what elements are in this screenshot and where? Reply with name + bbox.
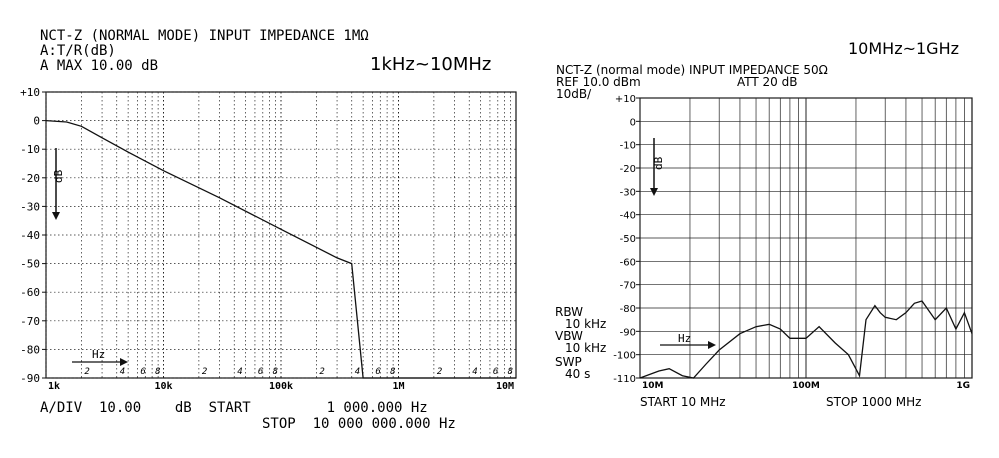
left-y-arrow-label: dB xyxy=(52,169,65,183)
right-y-arrow-head-icon xyxy=(650,188,658,196)
right-y-tick-label: -40 xyxy=(620,211,636,222)
right-series-trace xyxy=(639,300,973,379)
left-x-minor-tick-label: 4 xyxy=(120,367,125,377)
right-y-tick-label: -30 xyxy=(620,187,636,198)
left-y-tick-label: -40 xyxy=(20,229,40,242)
right-vbw-label: VBW xyxy=(555,329,583,343)
left-y-tick-label: -50 xyxy=(20,258,40,271)
right-x-tick-label: 1G xyxy=(956,381,970,391)
right-header-scale: 10dB/ xyxy=(556,87,592,101)
left-x-tick-label: 1k xyxy=(48,381,60,392)
left-x-minor-tick-label: 8 xyxy=(155,367,160,377)
right-x-arrow-head-icon xyxy=(708,341,716,349)
right-footer-stop: STOP 1000 MHz xyxy=(826,395,921,409)
right-y-tick-label: -10 xyxy=(620,141,636,152)
left-y-tick-label: -60 xyxy=(20,286,40,299)
right-y-tick-label: -60 xyxy=(620,257,636,268)
left-x-arrow-label: Hz xyxy=(92,348,105,361)
left-range-label: 1kHz~10MHz xyxy=(370,54,491,75)
right-y-tick-label: -100 xyxy=(613,351,636,362)
left-x-minor-tick-label: 4 xyxy=(237,367,242,377)
right-y-tick-label: 0 xyxy=(630,117,636,128)
left-y-tick-label: -30 xyxy=(20,200,40,213)
left-y-tick-label: -80 xyxy=(20,343,40,356)
right-x-tick-label: 10M xyxy=(642,381,664,391)
left-y-tick-label: -10 xyxy=(20,143,40,156)
left-x-tick-label: 1M xyxy=(392,381,404,392)
right-x-tick-label: 100M xyxy=(792,381,820,391)
right-header-ref: REF 10.0 dBm xyxy=(556,75,641,89)
left-x-minor-tick-label: 4 xyxy=(472,367,477,377)
left-x-minor-tick-label: 8 xyxy=(273,367,278,377)
left-series-trace xyxy=(45,119,516,379)
left-y-tick-labels: +10 0 -10 -20 -30 -40 -50 -60 -70 -80 -90 xyxy=(20,86,46,385)
left-x-tick-label: 10M xyxy=(496,381,514,392)
right-range-label: 10MHz~1GHz xyxy=(848,39,959,58)
left-y-tick-label: 0 xyxy=(33,115,40,128)
right-header-line1: NCT-Z (normal mode) INPUT IMPEDANCE 50Ω xyxy=(556,63,828,77)
left-y-arrow-head-icon xyxy=(52,212,60,220)
right-y-tick-labels: +10 0 -10 -20 -30 -40 -50 -60 -70 -80 -90 -100 -110 xyxy=(613,94,640,385)
left-footer-line1: A/DIV 10.00 dB START 1 000.000 Hz xyxy=(40,400,428,416)
right-header-att: ATT 20 dB xyxy=(737,75,797,89)
left-x-minor-tick-label: 2 xyxy=(437,367,442,377)
right-y-tick-label: +10 xyxy=(615,94,636,105)
right-y-tick-label: -110 xyxy=(613,374,636,385)
right-y-tick-label: -70 xyxy=(620,281,636,292)
right-footer-start: START 10 MHz xyxy=(640,395,726,409)
left-header-line1: NCT-Z (NORMAL MODE) INPUT IMPEDANCE 1MΩ xyxy=(40,28,369,44)
right-x-arrow-label: Hz xyxy=(678,332,691,345)
right-swp-value: 40 s xyxy=(565,367,590,381)
left-x-minor-tick-label: 6 xyxy=(375,367,380,377)
left-plot-grid xyxy=(45,91,517,379)
right-vbw-value: 10 kHz xyxy=(565,341,606,355)
left-x-minor-tick-label: 2 xyxy=(84,367,89,377)
left-y-tick-label: +10 xyxy=(20,86,40,99)
right-y-tick-label: -20 xyxy=(620,164,636,175)
left-x-minor-tick-label: 6 xyxy=(258,367,263,377)
right-y-tick-label: -80 xyxy=(620,304,636,315)
left-y-tick-label: -20 xyxy=(20,172,40,185)
left-x-minor-tick-label: 6 xyxy=(493,367,498,377)
right-y-tick-label: -90 xyxy=(620,327,636,338)
left-x-tick-label: 100k xyxy=(269,381,293,392)
left-x-minor-tick-label: 2 xyxy=(202,367,207,377)
left-x-minor-tick-label: 2 xyxy=(319,367,324,377)
left-plot-frame xyxy=(45,91,517,379)
right-x-tick-labels: 10M 100M 1G xyxy=(642,381,970,391)
left-x-arrow-head-icon xyxy=(120,358,128,366)
right-rbw-label: RBW xyxy=(555,305,583,319)
left-header-line3: A MAX 10.00 dB xyxy=(40,58,158,74)
left-y-tick-label: -90 xyxy=(20,372,40,385)
left-header-line2: A:T/R(dB) xyxy=(40,43,116,59)
right-swp-label: SWP xyxy=(555,355,582,369)
left-x-minor-tick-label: 6 xyxy=(140,367,145,377)
left-x-minor-tick-label: 8 xyxy=(508,367,513,377)
right-y-arrow-label: dB xyxy=(652,156,665,170)
right-y-tick-label: -50 xyxy=(620,234,636,245)
right-rbw-value: 10 kHz xyxy=(565,317,606,331)
left-x-minor-tick-label: 4 xyxy=(355,367,360,377)
left-y-tick-label: -70 xyxy=(20,315,40,328)
left-x-tick-label: 10k xyxy=(154,381,172,392)
left-footer-line2: STOP 10 000 000.000 Hz xyxy=(262,416,456,432)
left-x-minor-tick-label: 8 xyxy=(390,367,395,377)
